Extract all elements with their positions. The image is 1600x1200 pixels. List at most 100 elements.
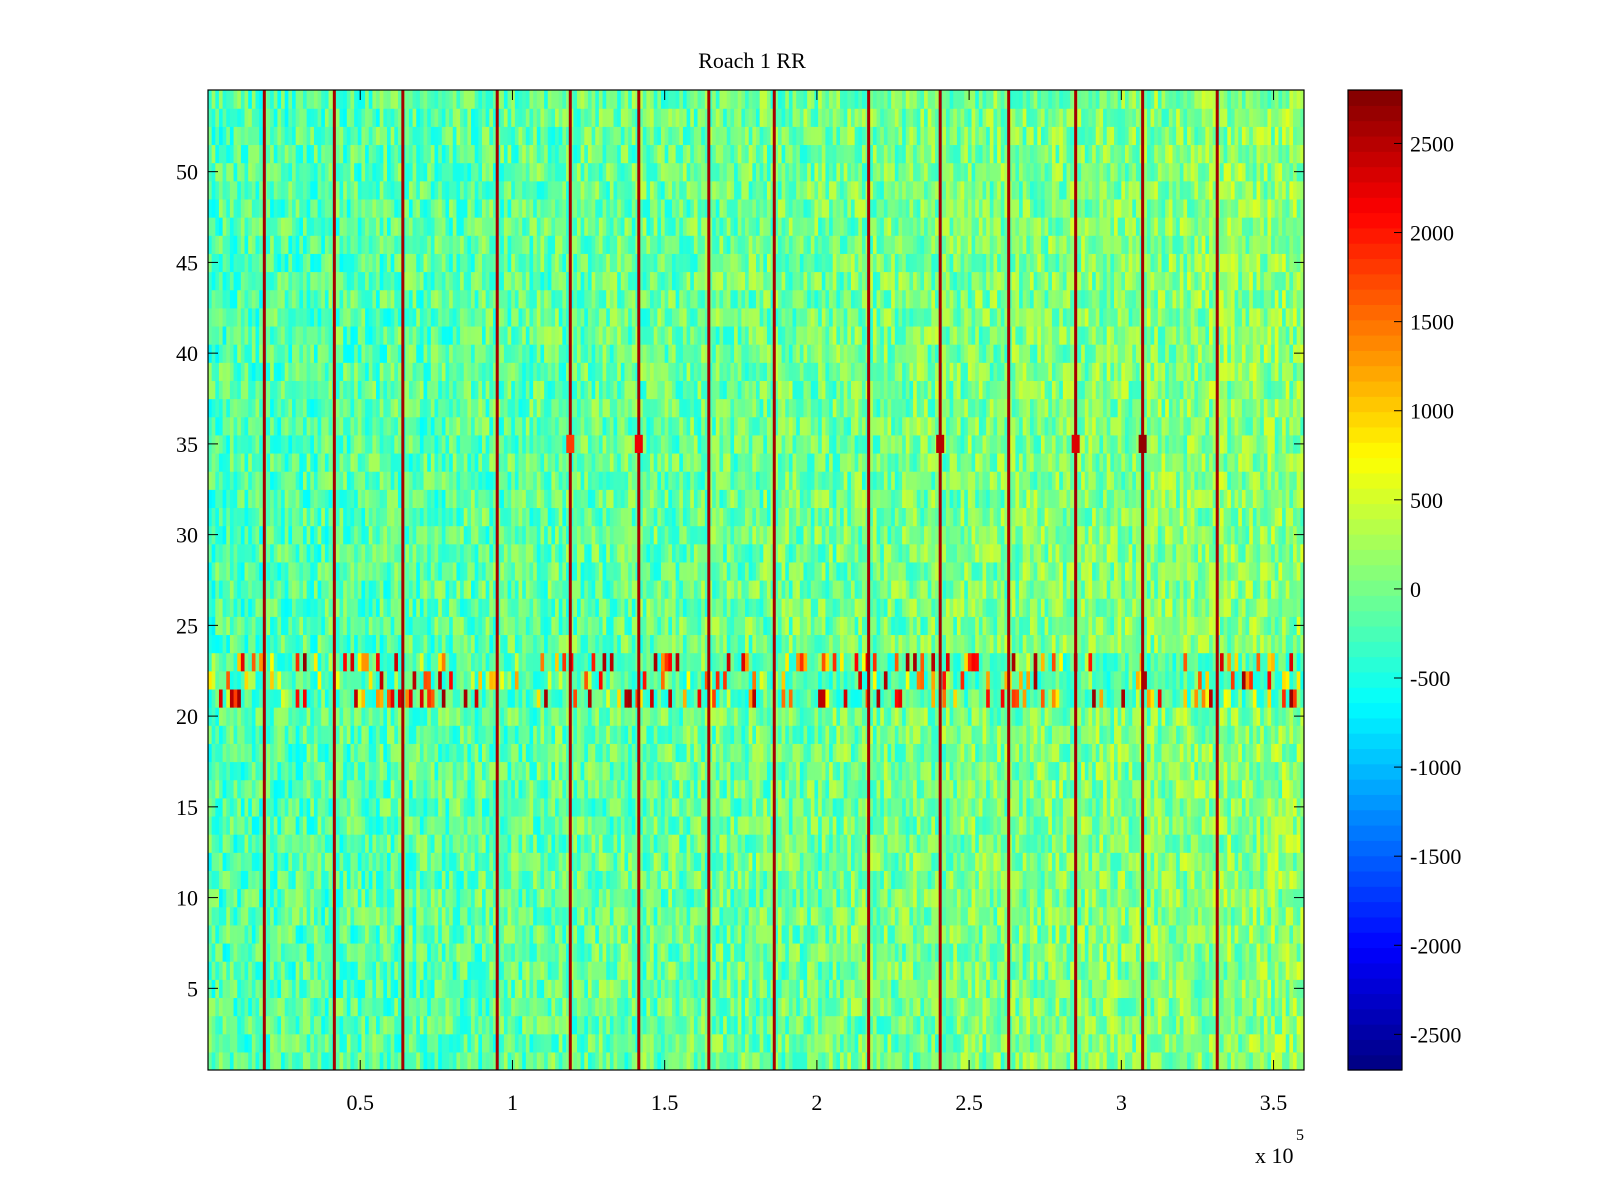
heatmap-cell: [657, 906, 662, 926]
heatmap-cell: [584, 1051, 589, 1070]
heatmap-cell: [1121, 852, 1126, 871]
heatmap-cell: [492, 1033, 498, 1053]
heatmap-cell: [1011, 779, 1016, 799]
heatmap-cell: [1077, 797, 1082, 817]
heatmap-channel-row: [208, 888, 1304, 908]
heatmap-cell: [1300, 834, 1304, 853]
heatmap-cell: [668, 834, 673, 853]
heatmap-cell: [748, 779, 753, 799]
heatmap-cell: [971, 797, 976, 817]
heatmap-cell: [1252, 997, 1258, 1017]
heatmap-cell: [701, 815, 706, 835]
heatmap-cell: [1040, 1051, 1046, 1070]
heatmap-cell: [1084, 852, 1090, 871]
heatmap-cell: [478, 979, 483, 999]
heatmap-cell: [1234, 1033, 1239, 1053]
heatmap-cell: [661, 997, 666, 1017]
heatmap-cell: [1230, 979, 1236, 999]
heatmap-cell: [408, 1033, 414, 1053]
heatmap-cell: [273, 1033, 279, 1053]
heatmap-cell: [752, 1033, 757, 1053]
heatmap-cell: [975, 834, 980, 853]
heatmap-cell: [302, 852, 308, 871]
heatmap-cell: [639, 834, 644, 853]
heatmap-cell: [1135, 779, 1141, 799]
heatmap-cell: [847, 815, 852, 835]
heatmap-cell: [850, 979, 856, 999]
heatmap-cell: [898, 815, 903, 835]
heatmap-cell: [368, 761, 373, 781]
heatmap-cell: [628, 815, 633, 835]
heatmap-cell: [989, 815, 995, 835]
heatmap-cell: [719, 761, 724, 781]
heatmap-cell: [1121, 888, 1126, 908]
heatmap-cell: [1241, 815, 1247, 835]
heatmap-cell: [368, 906, 373, 926]
heatmap-cell: [989, 924, 995, 944]
heatmap-cell: [555, 888, 560, 908]
heatmap-cell: [452, 779, 458, 799]
heatmap-cell: [460, 1033, 465, 1053]
heatmap-cell: [1176, 888, 1181, 908]
heatmap-cell: [270, 779, 275, 799]
heatmap-cell: [850, 797, 856, 817]
heatmap-cell: [1263, 1051, 1269, 1070]
heatmap-cell: [752, 1015, 757, 1035]
heatmap-cell: [562, 942, 567, 962]
heatmap-cell: [818, 1015, 823, 1035]
heatmap-cell: [503, 961, 509, 980]
heatmap-cell: [1300, 924, 1304, 944]
heatmap-cell: [883, 888, 889, 908]
heatmap-cell: [482, 979, 487, 999]
heatmap-cell: [551, 870, 556, 890]
heatmap-cell: [737, 834, 742, 853]
heatmap-cell: [653, 797, 658, 817]
heatmap-cell: [277, 870, 282, 890]
heatmap-cell: [299, 888, 304, 908]
heatmap-cell: [555, 761, 560, 781]
heatmap-cell: [1293, 942, 1298, 962]
heatmap-cell: [821, 888, 827, 908]
heatmap-cell: [452, 852, 458, 871]
heatmap-cell: [723, 906, 728, 926]
heatmap-cell: [533, 834, 538, 853]
heatmap-cell: [423, 961, 428, 980]
heatmap-cell: [942, 852, 947, 871]
heatmap-cell: [1234, 888, 1239, 908]
heatmap-cell: [945, 1015, 951, 1035]
heatmap-cell: [463, 888, 468, 908]
heatmap-cell: [387, 797, 392, 817]
heatmap-cell: [328, 997, 333, 1017]
heatmap-cell: [1070, 997, 1075, 1017]
heatmap-cell: [573, 906, 578, 926]
heatmap-cell: [967, 906, 973, 926]
heatmap-cell: [1117, 815, 1122, 835]
heatmap-cell: [909, 961, 914, 980]
heatmap-cell: [843, 942, 848, 962]
heatmap-cell: [1219, 979, 1225, 999]
heatmap-cell: [573, 924, 578, 944]
heatmap-cell: [518, 870, 523, 890]
heatmap-cell: [628, 870, 633, 890]
heatmap-cell: [1278, 888, 1283, 908]
heatmap-cell: [927, 997, 932, 1017]
heatmap-cell: [368, 924, 373, 944]
heatmap-cell: [503, 1033, 509, 1053]
heatmap-cell: [628, 1033, 633, 1053]
heatmap-cell: [390, 779, 395, 799]
heatmap-cell: [628, 924, 633, 944]
heatmap-cell: [489, 815, 494, 835]
heatmap-cell: [430, 1033, 436, 1053]
heatmap-cell: [869, 924, 874, 944]
heatmap-cell: [1008, 979, 1013, 999]
heatmap-cell: [788, 961, 794, 980]
heatmap-cell: [748, 979, 753, 999]
heatmap-cell: [218, 997, 224, 1017]
heatmap-channel-row: [208, 761, 1304, 781]
heatmap-cell: [335, 1033, 341, 1053]
heatmap-cell: [387, 979, 392, 999]
heatmap-cell: [376, 797, 381, 817]
heatmap-cell: [452, 924, 458, 944]
heatmap-cell: [1124, 942, 1130, 962]
heatmap-cell: [646, 906, 651, 926]
